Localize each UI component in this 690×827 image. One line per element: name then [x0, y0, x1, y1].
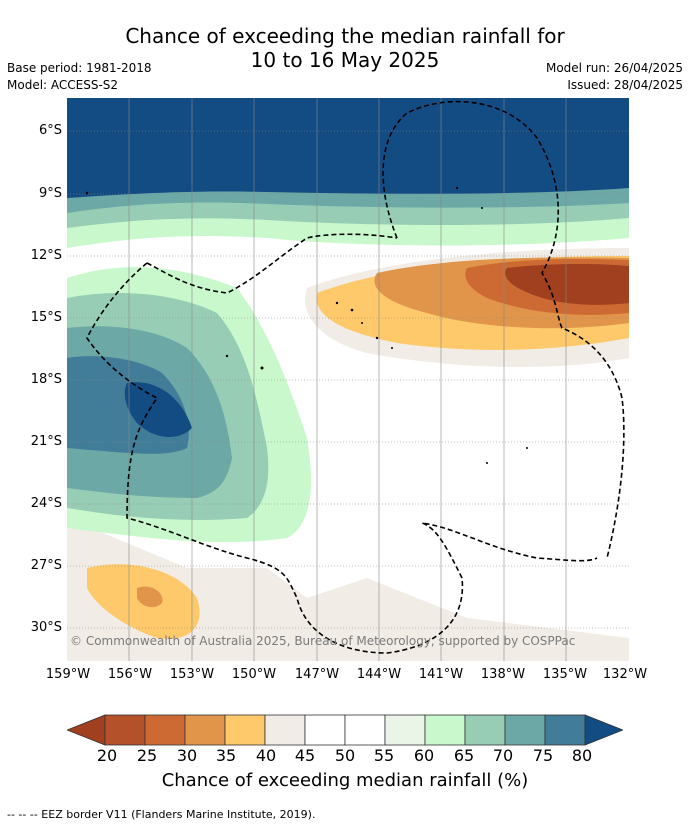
colorbar-tick: 35	[215, 746, 237, 765]
y-tick-label: 9°S	[38, 186, 62, 201]
colorbar-segment	[424, 714, 466, 746]
x-tick-label: 153°W	[169, 667, 215, 682]
colorbar-tick: 45	[294, 746, 316, 765]
colorbar-segment	[504, 714, 546, 746]
base-period: Base period: 1981-2018	[7, 61, 152, 75]
chart-title-line1: Chance of exceeding the median rainfall …	[125, 24, 565, 48]
x-tick-label: 150°W	[231, 667, 277, 682]
rainfall-map	[67, 98, 629, 661]
colorbar-tick: 50	[334, 746, 356, 765]
colorbar-tick: 65	[453, 746, 475, 765]
issued-date: Issued: 28/04/2025	[567, 78, 683, 92]
y-tick-label: 30°S	[30, 620, 62, 635]
y-tick-label: 21°S	[30, 434, 62, 449]
colorbar-segment	[264, 714, 306, 746]
colorbar-tick: 80	[571, 746, 593, 765]
colorbar-extend-high	[584, 714, 623, 746]
colorbar-segment	[544, 714, 586, 746]
x-tick-label: 132°W	[602, 667, 648, 682]
colorbar-segment	[304, 714, 346, 746]
colorbar-tick: 55	[373, 746, 395, 765]
colorbar-segment	[104, 714, 146, 746]
colorbar-tick: 40	[255, 746, 277, 765]
x-tick-label: 156°W	[107, 667, 153, 682]
colorbar-segment	[384, 714, 426, 746]
colorbar-tick: 30	[176, 746, 198, 765]
y-tick-label: 15°S	[30, 310, 62, 325]
colorbar-tick: 20	[96, 746, 118, 765]
x-tick-label: 144°W	[356, 667, 402, 682]
x-tick-label: 135°W	[542, 667, 588, 682]
model-name: Model: ACCESS-S2	[7, 78, 119, 92]
colorbar	[67, 714, 623, 746]
colorbar-tick: 70	[492, 746, 514, 765]
y-tick-label: 6°S	[38, 123, 62, 138]
copyright-notice: © Commonwealth of Australia 2025, Bureau…	[70, 634, 576, 648]
colorbar-segment	[224, 714, 266, 746]
colorbar-segment	[464, 714, 506, 746]
model-run: Model run: 26/04/2025	[545, 61, 683, 75]
x-tick-label: 138°W	[480, 667, 526, 682]
colorbar-segment	[344, 714, 386, 746]
x-tick-label: 147°W	[294, 667, 340, 682]
y-tick-label: 12°S	[30, 248, 62, 263]
y-tick-label: 24°S	[30, 496, 62, 511]
colorbar-tick: 60	[413, 746, 435, 765]
y-tick-label: 18°S	[30, 372, 62, 387]
colorbar-tick: 75	[532, 746, 554, 765]
colorbar-segment	[184, 714, 226, 746]
colorbar-segment	[144, 714, 186, 746]
x-tick-label: 159°W	[45, 667, 91, 682]
x-tick-label: 141°W	[418, 667, 464, 682]
colorbar-tick: 25	[136, 746, 158, 765]
colorbar-extend-low	[67, 714, 106, 746]
eez-border-legend: -- -- -- EEZ border V11 (Flanders Marine…	[7, 808, 316, 821]
colorbar-label: Chance of exceeding median rainfall (%)	[161, 770, 529, 791]
chart-title-line2: 10 to 16 May 2025	[250, 48, 440, 72]
y-tick-label: 27°S	[30, 558, 62, 573]
